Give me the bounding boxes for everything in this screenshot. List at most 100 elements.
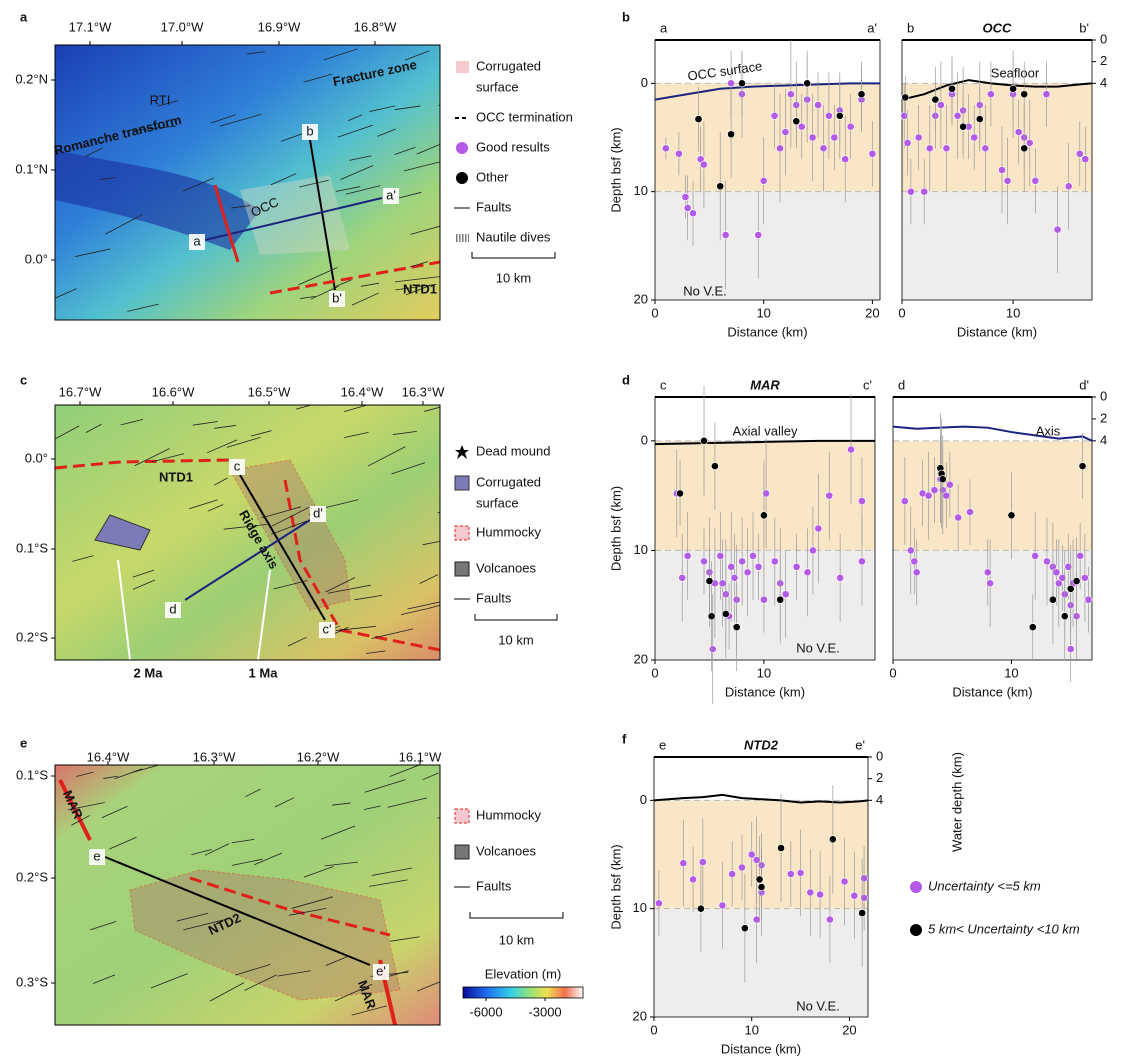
map-annotation: a [193, 233, 201, 248]
event-point [741, 925, 748, 932]
lat-label: 0.1°N [15, 161, 48, 176]
legend-symbol [455, 476, 469, 490]
y-tick-label: 10 [634, 542, 648, 557]
event-point [1043, 91, 1050, 98]
lon-label: 16.4°W [341, 384, 385, 399]
lon-label: 17.0°W [161, 19, 205, 34]
map-annotation: NTD1 [403, 281, 437, 296]
event-point [682, 193, 689, 200]
event-point [859, 909, 866, 916]
event-point [738, 864, 745, 871]
event-point [700, 161, 707, 168]
event-point [717, 183, 724, 190]
legend-label: Hummocky [476, 524, 542, 539]
legend-label: Volcanoes [476, 560, 536, 575]
event-point [931, 487, 938, 494]
x-tick-label: 10 [1004, 665, 1018, 680]
map-annotation: NTD1 [159, 469, 193, 484]
legend-label: Faults [476, 590, 512, 605]
y2-axis-label: Water depth (km) [949, 752, 964, 852]
profile-end: c [660, 377, 667, 392]
event-point [907, 547, 914, 554]
lon-label: 16.3°W [402, 384, 446, 399]
y2-tick-label: 4 [876, 792, 883, 807]
panel-label: a [20, 9, 28, 24]
annotation: No V.E. [683, 283, 727, 298]
line-label: OCC surface [687, 58, 763, 83]
lat-label: 0.2°S [16, 629, 48, 644]
y-axis-label: Depth bsf (km) [608, 486, 623, 571]
event-point [847, 446, 854, 453]
legend-label: Nautile dives [476, 229, 551, 244]
event-point [858, 91, 865, 98]
event-point [820, 145, 827, 152]
legend-symbol [456, 142, 468, 154]
legend-label: Hummocky [476, 807, 542, 822]
x-tick-label: 20 [865, 305, 879, 320]
x-tick-label: 10 [756, 305, 770, 320]
event-point [1065, 183, 1072, 190]
y-tick-label: 20 [634, 291, 648, 306]
event-point [756, 876, 763, 883]
event-point [722, 231, 729, 238]
event-point [1073, 578, 1080, 585]
seafloor-line [893, 427, 1092, 441]
event-point [807, 889, 814, 896]
figure: abcdef17.1°W17.0°W16.9°W16.8°W0.2°N0.1°N… [0, 0, 1126, 1061]
event-point [738, 80, 745, 87]
panel-label: e [20, 735, 27, 750]
event-point [733, 624, 740, 631]
event-point [679, 574, 686, 581]
event-point [987, 91, 994, 98]
panel-label: f [622, 731, 627, 746]
legend-label: surface [476, 495, 519, 510]
event-point [960, 123, 967, 130]
line-label: Seafloor [991, 65, 1040, 80]
event-point [798, 123, 805, 130]
event-point [787, 91, 794, 98]
event-point [858, 498, 865, 505]
y2-tick-label: 2 [1100, 53, 1107, 68]
event-point [907, 188, 914, 195]
event-point [825, 112, 832, 119]
event-point [984, 569, 991, 576]
event-point [809, 134, 816, 141]
event-point [755, 563, 762, 570]
event-point [1004, 177, 1011, 184]
x-tick-label: 0 [650, 1022, 657, 1037]
event-point [797, 869, 804, 876]
event-point [1076, 150, 1083, 157]
legend-label: Corrugated [476, 474, 541, 489]
x-axis-label: Distance (km) [727, 324, 807, 339]
legend-label: Uncertainty <=5 km [928, 878, 1041, 893]
annotation: No V.E. [796, 998, 840, 1013]
event-point [744, 569, 751, 576]
lon-label: 16.5°W [248, 384, 292, 399]
map-a [55, 32, 469, 320]
line-label: Axis [1036, 423, 1061, 438]
event-point [1049, 596, 1056, 603]
event-point [841, 878, 848, 885]
y2-tick-label: 2 [876, 770, 883, 785]
event-point [711, 462, 718, 469]
event-point [921, 188, 928, 195]
event-point [804, 80, 811, 87]
event-point [860, 875, 867, 882]
lon-label: 16.6°W [152, 384, 196, 399]
legend-symbol [455, 809, 469, 823]
event-point [755, 231, 762, 238]
event-point [826, 916, 833, 923]
depth-band [902, 83, 1092, 191]
y-tick-label: 0 [640, 792, 647, 807]
event-point [709, 645, 716, 652]
y2-tick-label: 0 [1100, 31, 1107, 46]
lat-label: 0.1°S [16, 540, 48, 555]
event-point [826, 492, 833, 499]
colorbar-title: Elevation (m) [485, 966, 562, 981]
legend-symbol [456, 172, 468, 184]
event-point [901, 498, 908, 505]
event-point [782, 128, 789, 135]
event-point [782, 591, 789, 598]
legend-symbol [455, 526, 469, 540]
lat-label: 0.0° [25, 251, 48, 266]
